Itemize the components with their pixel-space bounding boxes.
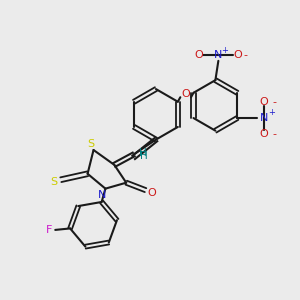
Text: S: S xyxy=(51,177,58,187)
Text: H: H xyxy=(140,151,148,161)
Text: -: - xyxy=(272,129,276,140)
Text: H: H xyxy=(139,148,147,158)
Text: O: O xyxy=(260,129,268,140)
Text: N: N xyxy=(214,50,223,60)
Text: O: O xyxy=(181,89,190,99)
Text: O: O xyxy=(148,188,157,197)
Text: N: N xyxy=(260,113,268,123)
Text: O: O xyxy=(233,50,242,60)
Text: +: + xyxy=(268,108,275,117)
Text: O: O xyxy=(260,97,268,107)
Text: F: F xyxy=(46,225,52,235)
Text: S: S xyxy=(87,139,94,149)
Text: -: - xyxy=(243,50,247,60)
Text: +: + xyxy=(221,46,228,55)
Text: -: - xyxy=(272,97,276,107)
Text: O: O xyxy=(195,50,203,60)
Text: N: N xyxy=(98,190,106,200)
